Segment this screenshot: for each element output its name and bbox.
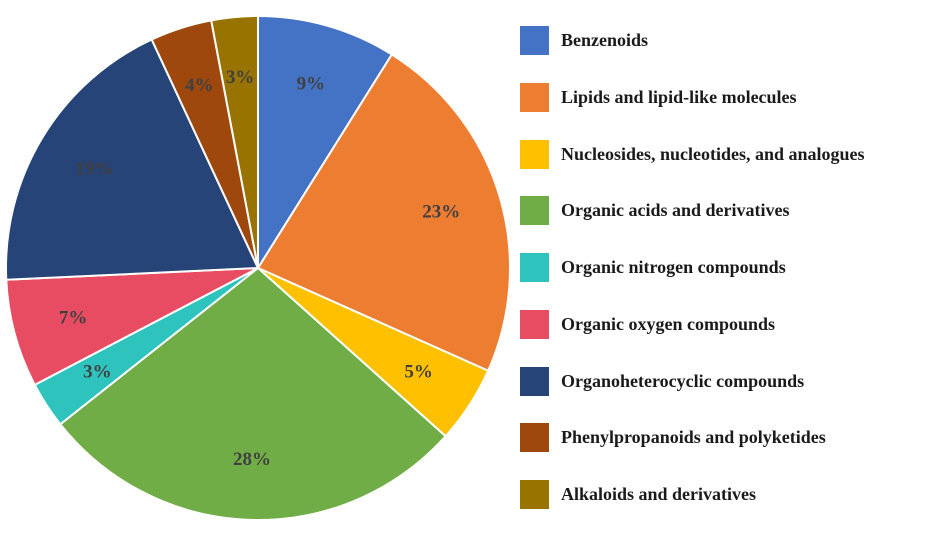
legend-label-6: Organic oxygen compounds bbox=[561, 313, 776, 334]
legend-swatch-2 bbox=[520, 82, 549, 112]
legend: Benzenoids Lipids and lipid-like molecule… bbox=[520, 26, 865, 537]
legend-swatch-4 bbox=[520, 196, 549, 226]
legend-item-7: Organoheterocyclic compounds bbox=[520, 366, 865, 424]
pie-slice-1 bbox=[257, 14, 394, 272]
legend-label-8: Phenylpropanoids and polyketides bbox=[561, 427, 826, 448]
legend-label-7: Organoheterocyclic compounds bbox=[561, 370, 805, 391]
legend-label-2: Lipids and lipid-like molecules bbox=[561, 86, 797, 107]
pie-slice-label-7: 19% bbox=[75, 158, 113, 179]
pie-slice-2 bbox=[256, 53, 511, 373]
legend-label-5: Organic nitrogen compounds bbox=[561, 257, 786, 277]
pie-slice-label-9: 3% bbox=[226, 67, 255, 88]
pie-slice-label-5: 3% bbox=[83, 362, 112, 383]
pie-slice-label-3: 5% bbox=[404, 362, 433, 383]
legend-label-9: Alkaloids and derivatives bbox=[561, 484, 757, 504]
legend-label-3: Nucleosides, nucleotides, and analogues bbox=[561, 143, 865, 164]
legend-item-5: Organic nitrogen compounds bbox=[520, 253, 865, 310]
pie-slice-label-2: 23% bbox=[422, 202, 460, 223]
legend-item-2: Lipids and lipid-like molecules bbox=[520, 82, 865, 140]
pie-slice-6 bbox=[5, 267, 259, 387]
pie-slice-label-4: 28% bbox=[233, 449, 271, 470]
legend-swatch-9 bbox=[520, 480, 549, 509]
pie-slices bbox=[4, 14, 511, 521]
pie-plot: 9% 23% 5% 28% 3% 7% 19% 4% 3% bbox=[4, 14, 511, 521]
pie-slice-label-8: 4% bbox=[185, 75, 214, 96]
pie-slice-label-1: 9% bbox=[297, 73, 326, 94]
legend-swatch-3 bbox=[520, 139, 549, 169]
legend-swatch-8 bbox=[520, 423, 549, 453]
legend-item-9: Alkaloids and derivatives bbox=[520, 480, 865, 537]
legend-swatch-5 bbox=[520, 253, 549, 282]
pie-slice-7 bbox=[4, 38, 260, 281]
pie-slice-4 bbox=[58, 266, 448, 521]
legend-item-6: Organic oxygen compounds bbox=[520, 309, 865, 367]
legend-item-4: Organic acids and derivatives bbox=[520, 196, 865, 253]
legend-swatch-1 bbox=[520, 26, 549, 55]
legend-label-1: Benzenoids bbox=[561, 30, 649, 50]
legend-item-1: Benzenoids bbox=[520, 26, 865, 83]
legend-item-3: Nucleosides, nucleotides, and analogues bbox=[520, 139, 865, 197]
legend-label-4: Organic acids and derivatives bbox=[561, 200, 790, 221]
legend-swatch-6 bbox=[520, 309, 549, 339]
pie-slice-9 bbox=[210, 14, 259, 269]
pie-slice-label-6: 7% bbox=[59, 308, 88, 329]
pie-slice-labels: 9% 23% 5% 28% 3% 7% 19% 4% 3% bbox=[59, 67, 460, 470]
legend-swatch-7 bbox=[520, 366, 549, 396]
legend-item-8: Phenylpropanoids and polyketides bbox=[520, 423, 865, 480]
